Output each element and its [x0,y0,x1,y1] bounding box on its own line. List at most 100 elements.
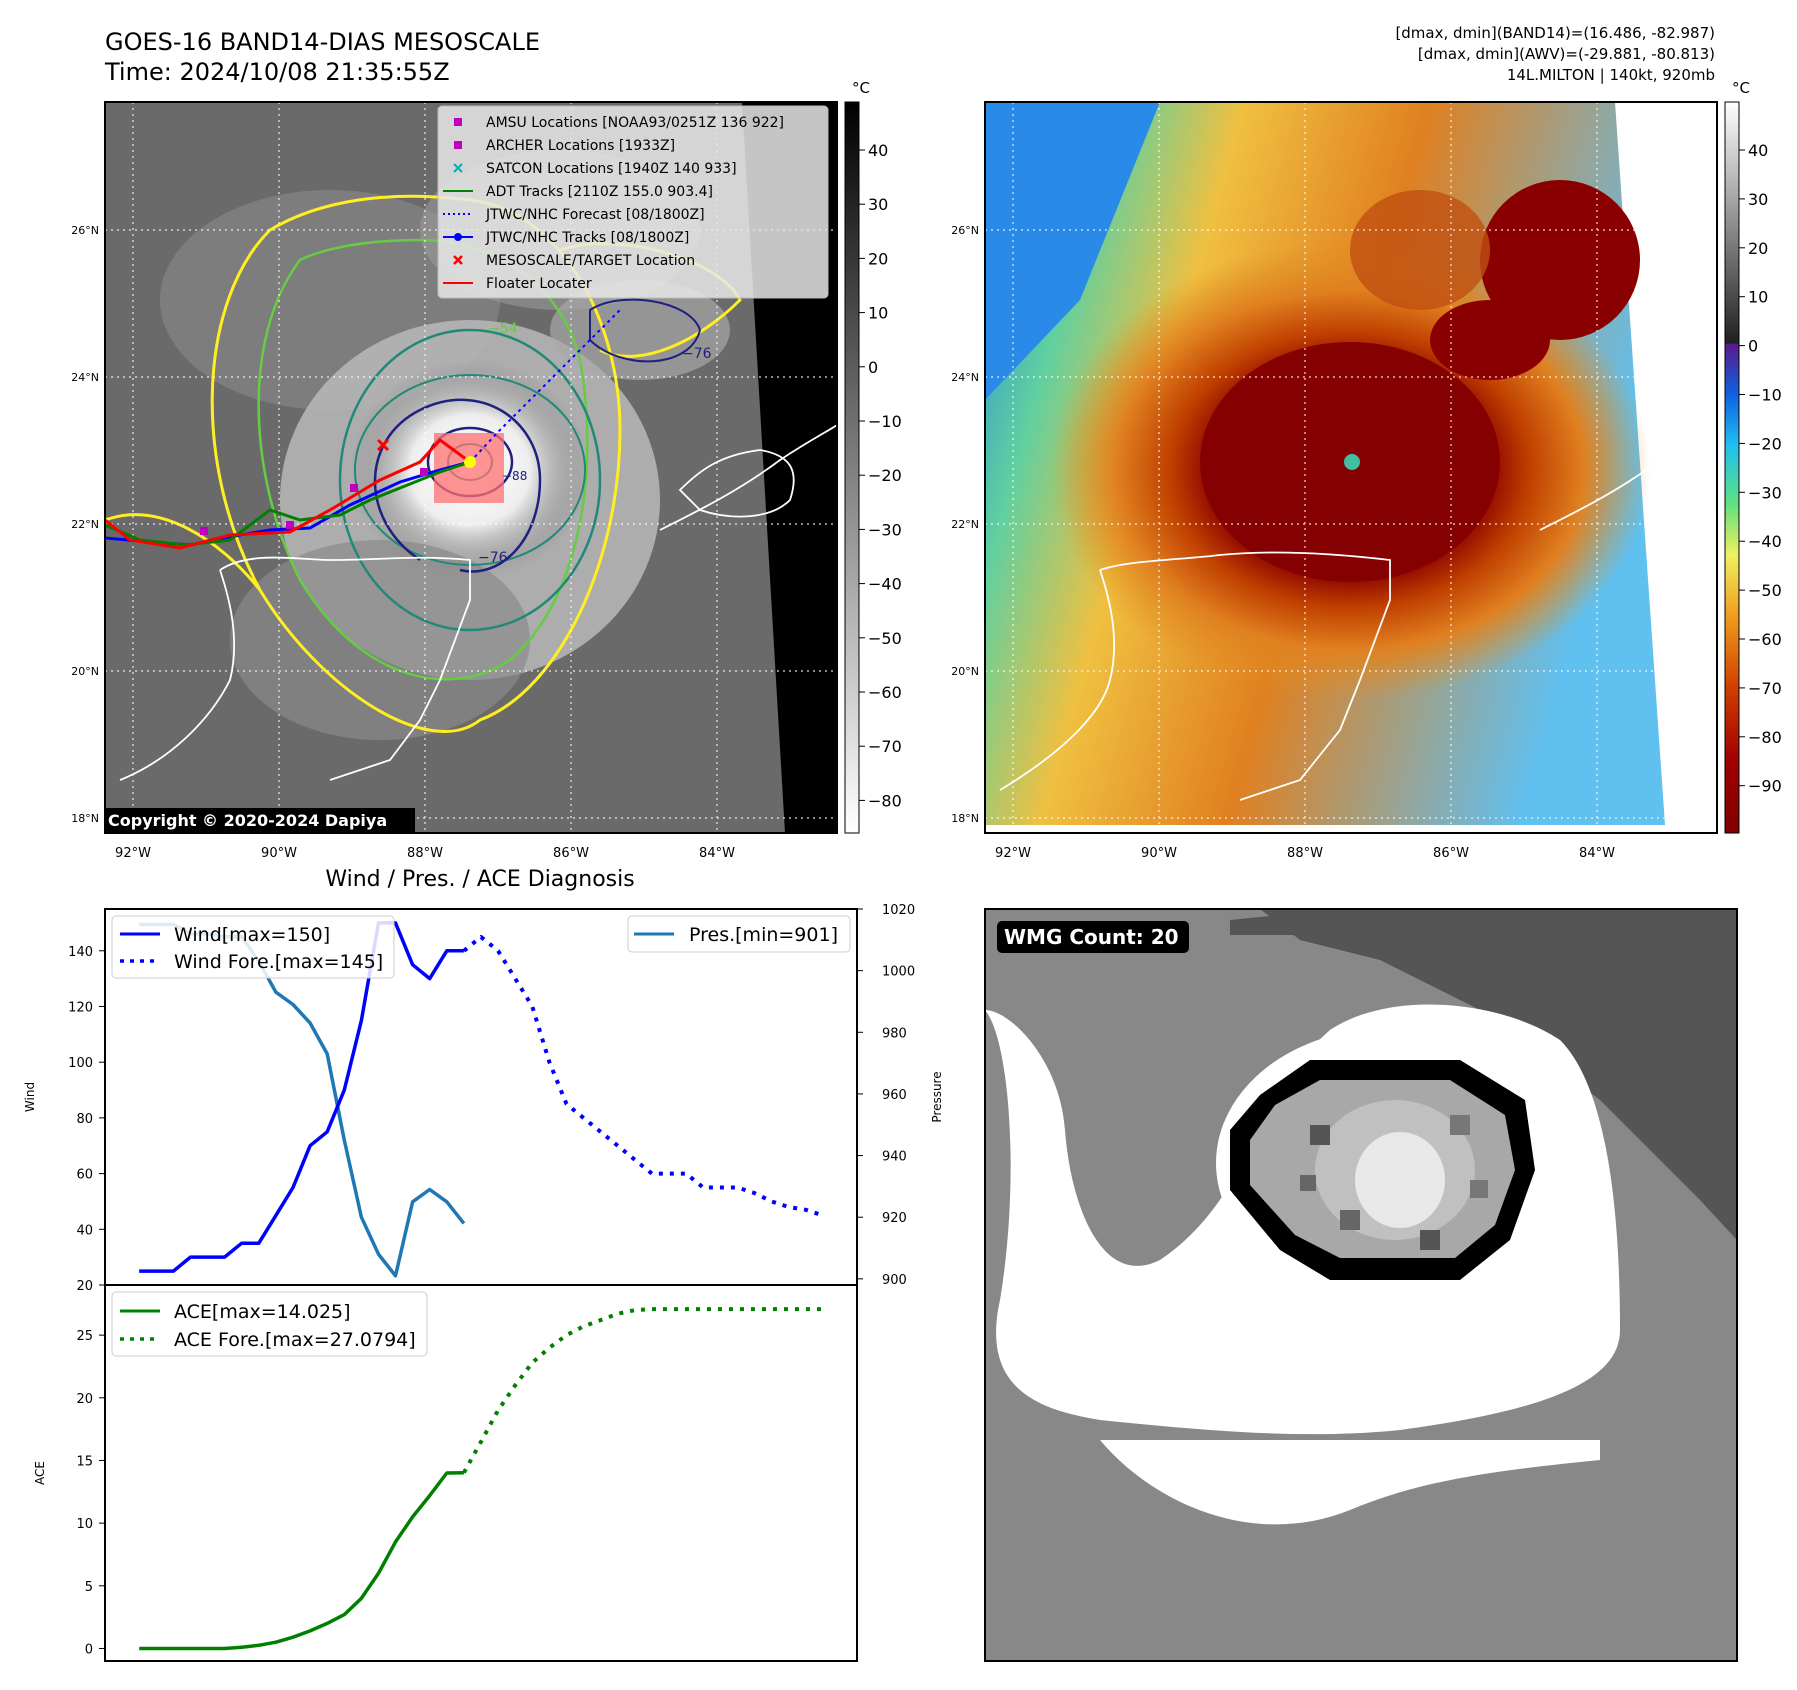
right-cbar-tick-label: −40 [1748,532,1782,551]
left-cbar-tick-label: 10 [868,304,888,323]
wind-series-line [139,921,464,1273]
wind-tick-label: 100 [68,1056,93,1071]
legend-wind-forecast: Wind Fore.[max=145] [174,951,383,973]
pressure-tick-label: 960 [882,1088,907,1103]
right-lat-3: 20°N [951,665,979,678]
left-cbar-tick-label: −70 [868,737,902,756]
right-cbar-tick-label: 10 [1748,288,1768,307]
left-cbar-tick-label: −50 [868,629,902,648]
left-cbar-tick-label: −20 [868,466,902,485]
right-lon-2: 88°W [1287,846,1323,861]
left-lat-1: 24°N [71,371,99,384]
pressure-tick-label: 1020 [882,903,915,918]
legend-wind: Wind[max=150] [174,924,330,946]
wind-legend: Wind[max=150] Wind Fore.[max=145] [111,915,395,979]
legend-amsu: AMSU Locations [NOAA93/0251Z 136 922] [486,115,784,131]
ace-tick-label: 10 [76,1517,93,1532]
figure-time: Time: 2024/10/08 21:35:55Z [104,58,450,86]
right-cbar-tick-label: −10 [1748,386,1782,405]
left-colorbar: °C 40 30 20 10 0 −10 −20 −30 −40 −50 −60 −70 −80 [844,79,902,834]
right-cbar-tick-label: −50 [1748,581,1782,600]
wmg-panel: WMG Count: 20 [984,908,1738,1662]
ace-tick-label: 15 [76,1454,93,1469]
pressure-axis-label: Pressure [930,1071,944,1122]
legend-pressure: Pres.[min=901] [689,924,838,946]
left-cbar-tick-label: −30 [868,520,902,539]
ace-forecast-series-line [462,1307,823,1474]
ace-tick-label: 25 [76,1329,93,1344]
pressure-tick-label: 920 [882,1211,907,1226]
left-cbar-unit: °C [852,79,870,97]
legend-archer: ARCHER Locations [1933Z] [486,138,675,154]
left-lon-1: 90°W [261,846,297,861]
diagnosis-title: Wind / Pres. / ACE Diagnosis [325,867,634,892]
info-storm: 14L.MILTON | 140kt, 920mb [1507,66,1715,84]
wind-tick-label: 40 [76,1223,93,1238]
legend-adt: ADT Tracks [2110Z 155.0 903.4] [486,184,713,200]
contour-label-c: −76 [478,550,508,566]
left-ir-map: −54 −76 −76 −88 Copyright © 2020-2024 Da… [104,79,902,834]
ace-tick-label: 5 [85,1580,93,1595]
wind-forecast-series-line [462,934,824,1218]
pressure-tick-label: 980 [882,1026,907,1041]
left-lat-3: 20°N [71,665,99,678]
figure-title: GOES-16 BAND14-DIAS MESOSCALE [105,28,540,56]
info-band14: [dmax, dmin](BAND14)=(16.486, -82.987) [1395,24,1715,42]
left-cbar-tick-label: −60 [868,683,902,702]
ace-legend: ACE[max=14.025] ACE Fore.[max=27.0794] [111,1291,428,1357]
left-cbar-tick-label: 40 [868,141,888,160]
right-lat-2: 22°N [951,518,979,531]
legend-ace-forecast: ACE Fore.[max=27.0794] [174,1329,416,1351]
ace-tick-label: 20 [76,1392,93,1407]
ace-tick-label: 0 [85,1642,93,1657]
right-cbar-tick-label: 20 [1748,239,1768,258]
right-cbar-tick-label: −70 [1748,679,1782,698]
left-lon-3: 86°W [553,846,589,861]
chart-layer: 2040608010012014090092094096098010001020… [68,903,915,1657]
right-wv-map: °C 40 30 20 10 0 −10 −20 −30 −40 −50 −60 −70 −80 −90 [984,79,1782,834]
left-cbar-tick-label: −10 [868,412,902,431]
right-cbar-tick-label: −80 [1748,728,1782,747]
left-cbar-tick-label: −80 [868,791,902,810]
right-colorbar: °C 40 30 20 10 0 −10 −20 −30 −40 −50 −60 −70 −80 −90 [1724,79,1782,834]
pressure-tick-label: 900 [882,1273,907,1288]
right-cbar-unit: °C [1732,79,1750,97]
right-cbar-tick-label: −60 [1748,630,1782,649]
left-cbar-tick-label: −40 [868,575,902,594]
right-lon-3: 86°W [1433,846,1469,861]
left-lon-2: 88°W [407,846,443,861]
right-lat-4: 18°N [951,812,979,825]
info-awv: [dmax, dmin](AWV)=(-29.881, -80.813) [1418,45,1715,63]
contour-label-b: −76 [682,346,712,362]
legend-forecast: JTWC/NHC Forecast [08/1800Z] [485,207,705,223]
legend-ace: ACE[max=14.025] [174,1301,351,1323]
right-cbar-tick-label: −30 [1748,483,1782,502]
left-cbar-tick-label: 0 [868,358,878,377]
left-lat-2: 22°N [71,518,99,531]
right-lat-0: 26°N [951,224,979,237]
pressure-tick-label: 1000 [882,965,915,980]
wind-tick-label: 20 [76,1279,93,1294]
wmg-count-badge: WMG Count: 20 [1004,925,1179,949]
right-cbar-tick-label: 0 [1748,337,1758,356]
right-lon-1: 90°W [1141,846,1177,861]
left-cbar-tick-label: 30 [868,195,888,214]
wind-tick-label: 140 [68,945,93,960]
legend-target: MESOSCALE/TARGET Location [486,253,695,269]
left-lon-0: 92°W [115,846,151,861]
right-lon-0: 92°W [995,846,1031,861]
copyright-label: Copyright © 2020-2024 Dapiya [108,811,387,830]
legend-tracks: JTWC/NHC Tracks [08/1800Z] [485,230,689,246]
right-lon-4: 84°W [1579,846,1615,861]
wind-tick-label: 60 [76,1168,93,1183]
ace-series-line [139,1470,464,1651]
right-cbar-tick-label: 40 [1748,141,1768,160]
pressure-legend: Pres.[min=901] [627,915,851,953]
right-cbar-tick-label: −20 [1748,434,1782,453]
ace-axis-label: ACE [33,1461,47,1485]
contour-label-a: −54 [488,321,518,337]
wind-tick-label: 80 [76,1112,93,1127]
pressure-tick-label: 940 [882,1150,907,1165]
left-lon-4: 84°W [699,846,735,861]
